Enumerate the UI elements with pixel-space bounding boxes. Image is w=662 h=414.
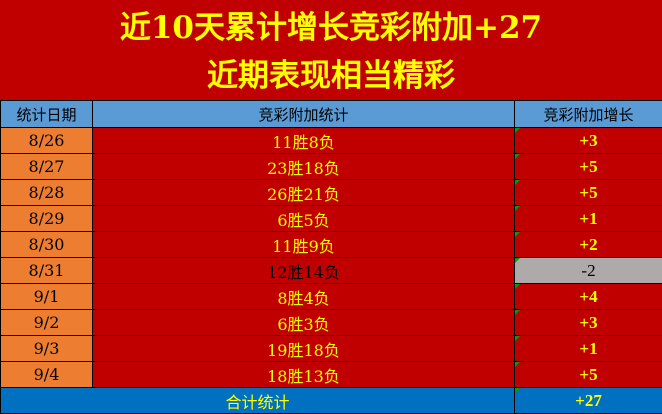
gain-cell: +4 xyxy=(515,284,662,310)
record-cell: 23胜18负 xyxy=(93,154,515,180)
table-row: 8/27 23胜18负 +5 xyxy=(1,154,662,180)
total-label: 合计统计 xyxy=(1,388,515,414)
record-cell: 11胜9负 xyxy=(93,232,515,258)
record-cell: 6胜5负 xyxy=(93,206,515,232)
date-cell: 8/27 xyxy=(1,154,93,180)
table-row: 8/28 26胜21负 +5 xyxy=(1,180,662,206)
title-line-2: 近期表现相当精彩 xyxy=(0,52,662,100)
date-cell: 9/3 xyxy=(1,336,93,362)
header-row: 统计日期 竞彩附加统计 竞彩附加增长 xyxy=(1,101,662,128)
date-cell: 9/4 xyxy=(1,362,93,388)
date-cell: 8/30 xyxy=(1,232,93,258)
header-gain: 竞彩附加增长 xyxy=(515,101,662,128)
header-date: 统计日期 xyxy=(1,101,93,128)
table-row: 9/4 18胜13负 +5 xyxy=(1,362,662,388)
date-cell: 9/1 xyxy=(1,284,93,310)
gain-cell: +5 xyxy=(515,180,662,206)
table-row: 8/29 6胜5负 +1 xyxy=(1,206,662,232)
table-row: 8/30 11胜9负 +2 xyxy=(1,232,662,258)
table-row: 8/26 11胜8负 +3 xyxy=(1,128,662,154)
date-cell: 9/2 xyxy=(1,310,93,336)
record-cell: 19胜18负 xyxy=(93,336,515,362)
record-cell: 26胜21负 xyxy=(93,180,515,206)
table-row: 9/3 19胜18负 +1 xyxy=(1,336,662,362)
total-row: 合计统计 +27 xyxy=(1,388,662,414)
gain-cell: -2 xyxy=(515,258,662,284)
date-cell: 8/31 xyxy=(1,258,93,284)
title-line-1: 近10天累计增长竞彩附加+27 xyxy=(0,0,662,52)
gain-cell: +1 xyxy=(515,336,662,362)
total-gain: +27 xyxy=(515,388,662,414)
record-cell: 11胜8负 xyxy=(93,128,515,154)
record-cell: 8胜4负 xyxy=(93,284,515,310)
gain-cell: +3 xyxy=(515,310,662,336)
gain-cell: +3 xyxy=(515,128,662,154)
table-row: 9/1 8胜4负 +4 xyxy=(1,284,662,310)
table-row: 9/2 6胜3负 +3 xyxy=(1,310,662,336)
table-row: 8/31 12胜14负 -2 xyxy=(1,258,662,284)
date-cell: 8/29 xyxy=(1,206,93,232)
header-record: 竞彩附加统计 xyxy=(93,101,515,128)
record-cell: 18胜13负 xyxy=(93,362,515,388)
gain-cell: +5 xyxy=(515,154,662,180)
date-cell: 8/28 xyxy=(1,180,93,206)
gain-cell: +2 xyxy=(515,232,662,258)
date-cell: 8/26 xyxy=(1,128,93,154)
record-cell: 12胜14负 xyxy=(93,258,515,284)
record-cell: 6胜3负 xyxy=(93,310,515,336)
gain-cell: +5 xyxy=(515,362,662,388)
gain-cell: +1 xyxy=(515,206,662,232)
title-banner: 近10天累计增长竞彩附加+27 近期表现相当精彩 xyxy=(0,0,662,100)
